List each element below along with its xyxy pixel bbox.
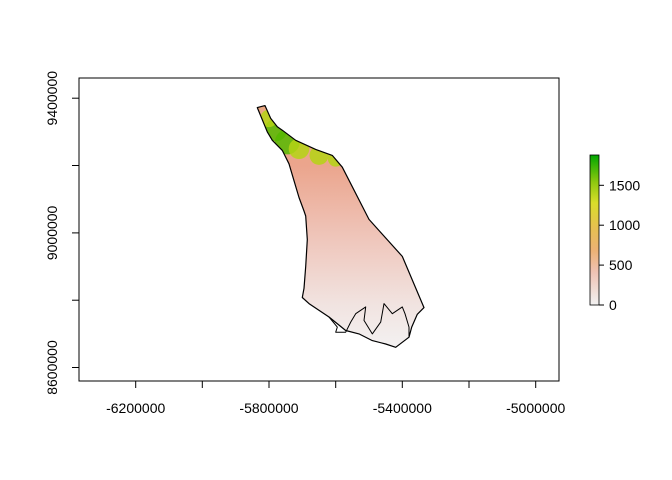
highland-blob-3 — [309, 145, 329, 165]
legend-color-bar — [589, 154, 600, 306]
x-tick-label-4: -5400000 — [373, 400, 432, 416]
region-outline — [256, 105, 425, 348]
elevation-fill — [257, 105, 424, 348]
map-layer — [256, 105, 425, 348]
y-tick-label-2: 9000000 — [44, 205, 60, 260]
y-tick-label-4: 9400000 — [44, 71, 60, 126]
plot-frame — [78, 77, 560, 382]
x-tick-label-2: -5800000 — [239, 400, 298, 416]
x-axis: -6200000 -5800000 -5400000 -5000000 — [106, 381, 565, 416]
legend-tick-label-3: 1500 — [609, 177, 640, 193]
y-tick-label-0: 8600000 — [44, 340, 60, 395]
legend-tick-label-2: 1000 — [609, 217, 640, 233]
legend-tick-label-1: 500 — [609, 257, 633, 273]
highland-layer — [260, 109, 344, 167]
x-tick-label-6: -5000000 — [506, 400, 565, 416]
y-axis: 8600000 9000000 9400000 — [44, 71, 79, 395]
elevation-legend: 0 500 1000 1500 — [589, 154, 640, 313]
legend-tick-label-0: 0 — [609, 297, 617, 313]
x-tick-label-0: -6200000 — [106, 400, 165, 416]
coastline-detail — [328, 303, 410, 338]
